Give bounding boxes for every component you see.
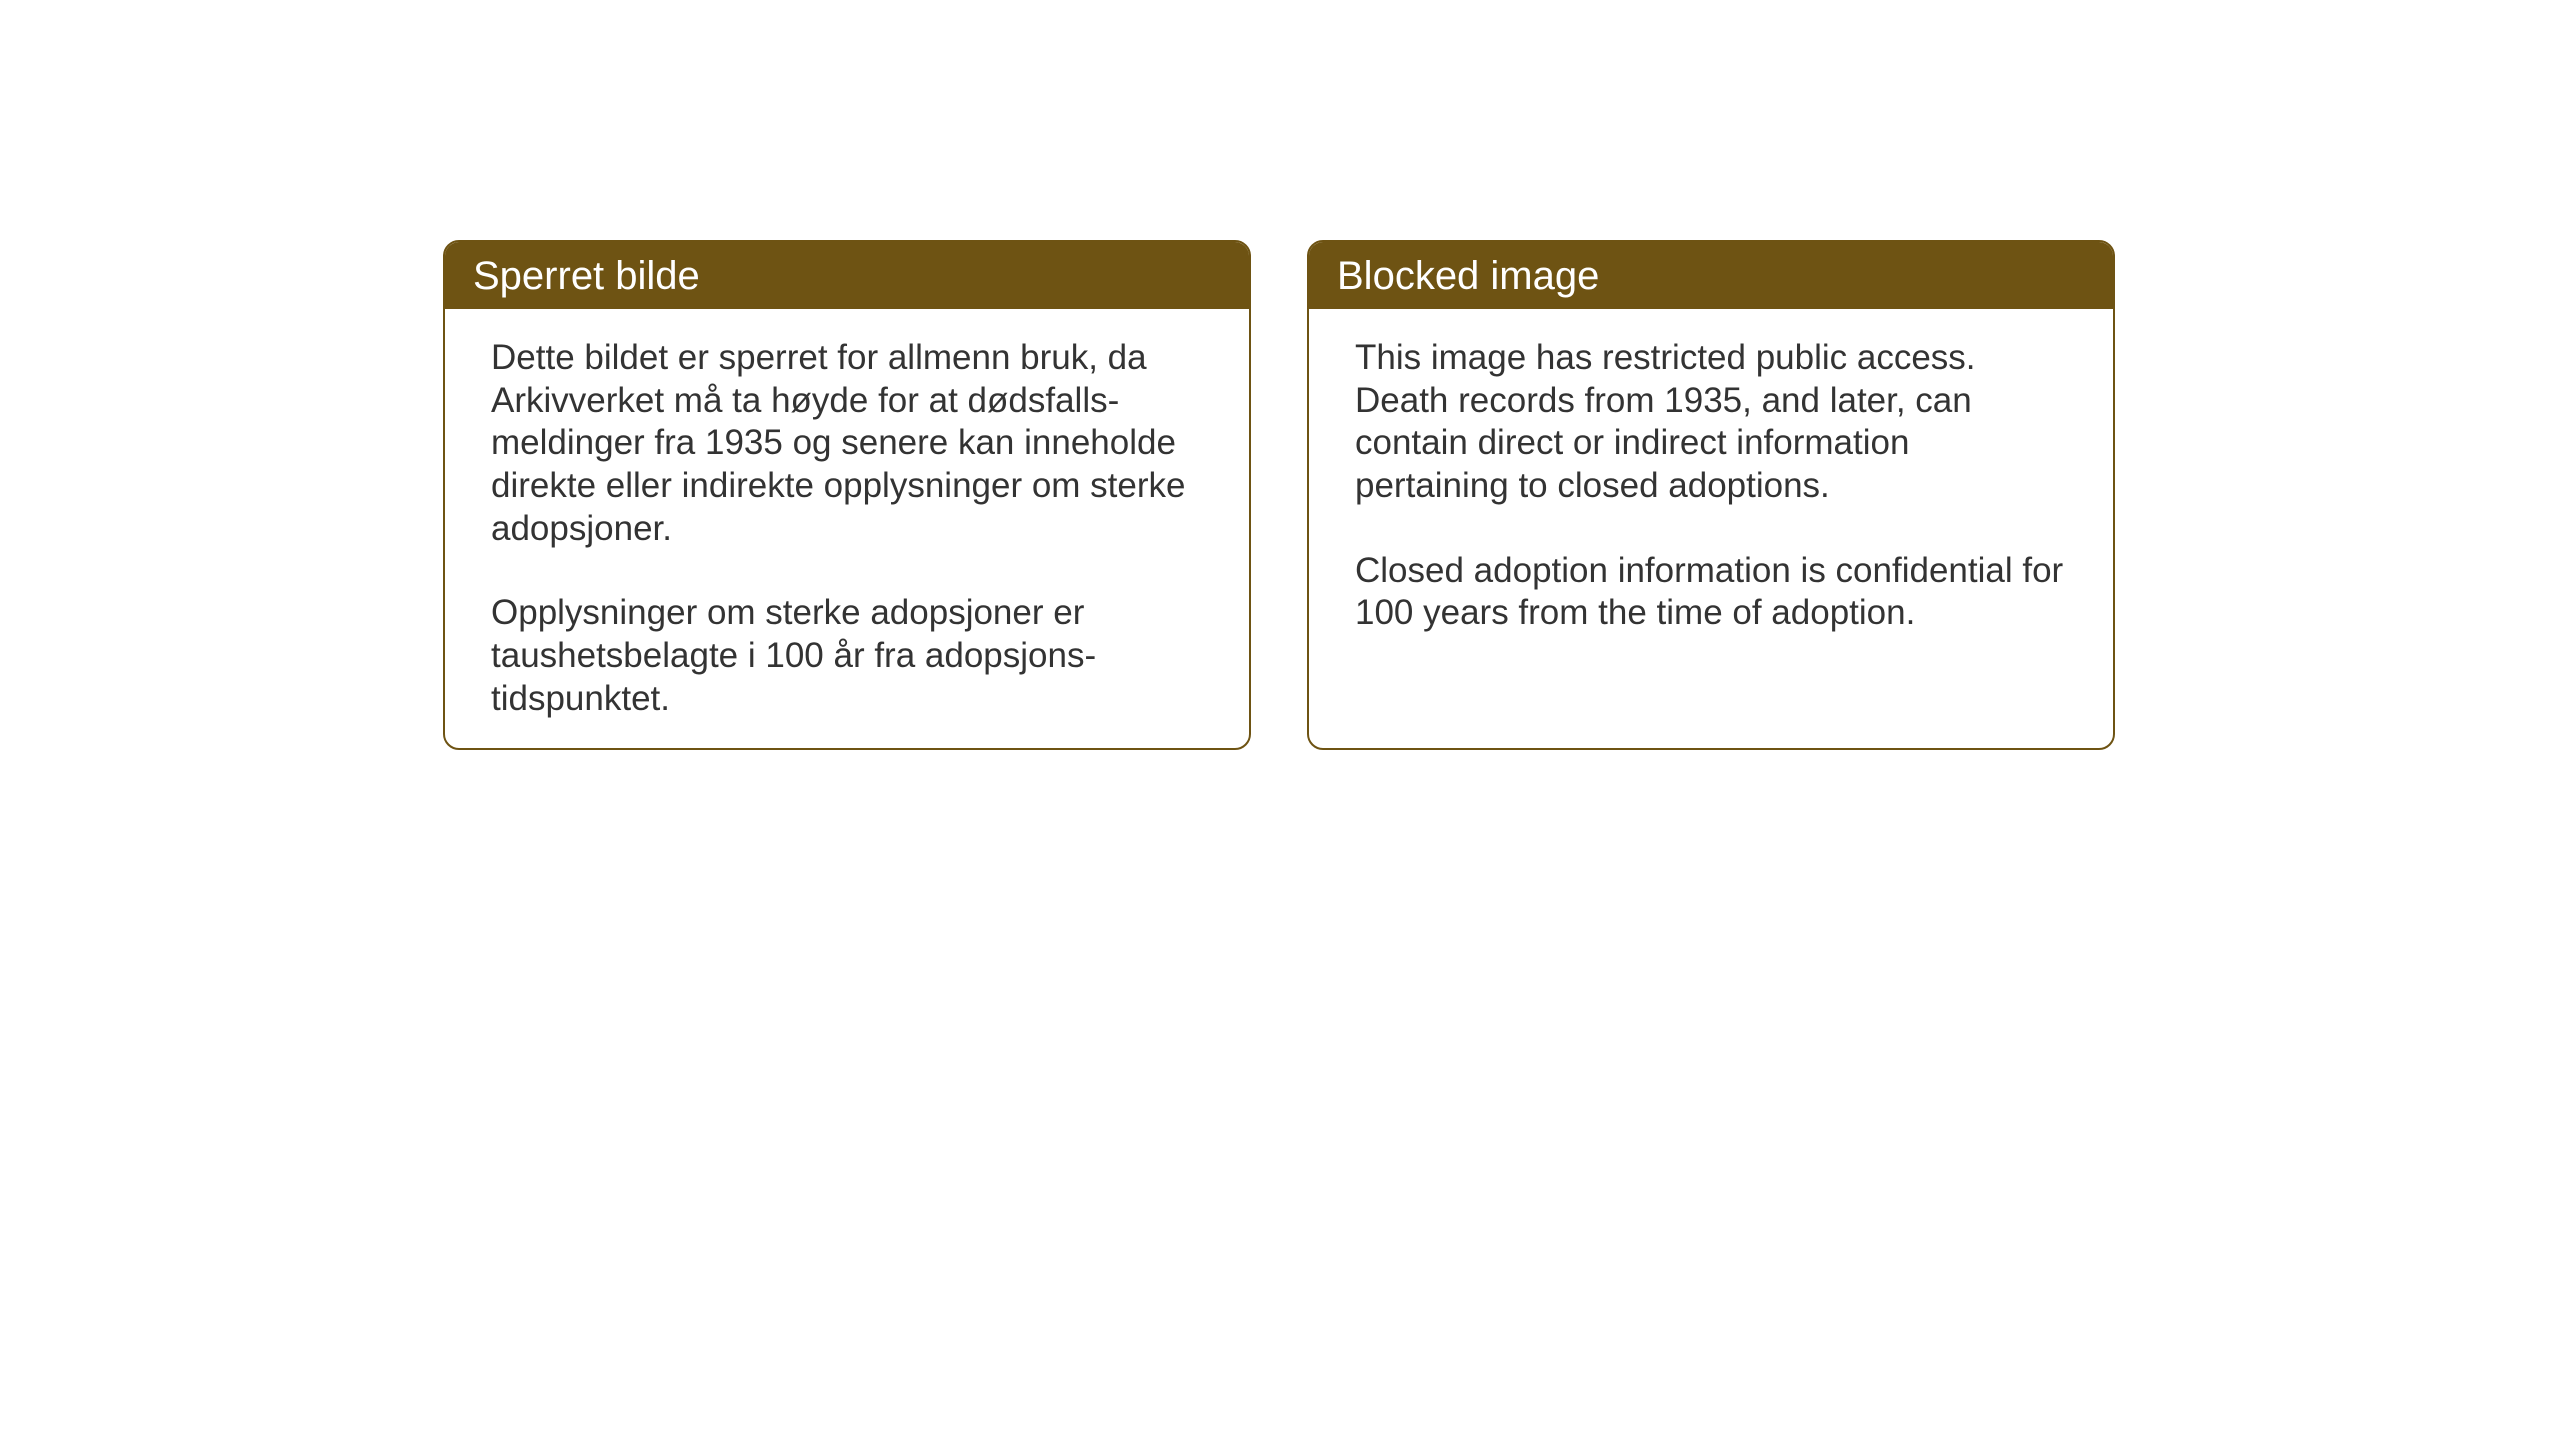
- notice-body-english: This image has restricted public access.…: [1309, 309, 2113, 667]
- notice-header-norwegian: Sperret bilde: [445, 242, 1249, 309]
- notice-card-norwegian: Sperret bilde Dette bildet er sperret fo…: [443, 240, 1251, 750]
- notice-header-english: Blocked image: [1309, 242, 2113, 309]
- notice-card-english: Blocked image This image has restricted …: [1307, 240, 2115, 750]
- notice-paragraph-2-norwegian: Opplysninger om sterke adopsjoner er tau…: [491, 592, 1203, 720]
- notice-paragraph-1-norwegian: Dette bildet er sperret for allmenn bruk…: [491, 337, 1203, 550]
- notice-paragraph-1-english: This image has restricted public access.…: [1355, 337, 2067, 508]
- notice-paragraph-2-english: Closed adoption information is confident…: [1355, 550, 2067, 635]
- notice-container: Sperret bilde Dette bildet er sperret fo…: [443, 240, 2115, 750]
- notice-body-norwegian: Dette bildet er sperret for allmenn bruk…: [445, 309, 1249, 750]
